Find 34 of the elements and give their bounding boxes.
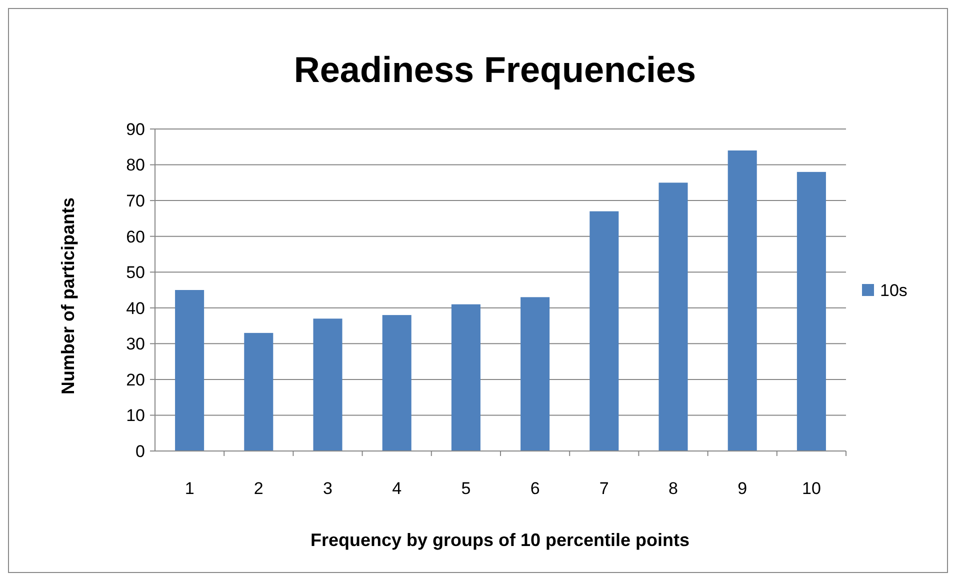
x-tick-label: 6 xyxy=(530,479,540,498)
bar xyxy=(175,290,204,451)
bar xyxy=(520,297,550,451)
y-tick-label: 0 xyxy=(136,442,145,461)
y-tick-label: 70 xyxy=(126,192,145,211)
bar xyxy=(658,182,688,451)
x-tick-label: 5 xyxy=(461,479,471,498)
y-tick-label: 20 xyxy=(126,370,145,390)
y-tick-label: 60 xyxy=(126,227,145,246)
x-axis-title: Frequency by groups of 10 percentile points xyxy=(310,530,690,550)
bar xyxy=(382,315,412,451)
bar xyxy=(796,172,826,451)
y-tick-label: 10 xyxy=(126,406,145,426)
bar xyxy=(590,211,619,451)
x-tick-label: 4 xyxy=(392,479,402,498)
x-tick-label: 3 xyxy=(323,479,332,498)
x-tick-label: 8 xyxy=(668,479,678,498)
bar xyxy=(451,304,480,451)
bar xyxy=(244,332,274,451)
x-tick-label: 10 xyxy=(802,479,821,498)
legend-label: 10s xyxy=(880,280,908,300)
chart-title: Readiness Frequencies xyxy=(294,49,696,90)
y-tick-label: 50 xyxy=(126,263,145,282)
bar xyxy=(728,150,757,451)
bar xyxy=(313,318,342,451)
x-tick-label: 1 xyxy=(184,479,194,498)
y-tick-label: 40 xyxy=(126,298,145,318)
x-tick-label: 2 xyxy=(254,479,264,498)
y-tick-label: 90 xyxy=(126,120,145,139)
y-tick-label: 30 xyxy=(126,334,145,354)
y-axis-title: Number of participants xyxy=(58,197,78,395)
y-tick-label: 80 xyxy=(126,156,145,175)
x-tick-label: 7 xyxy=(599,479,609,498)
x-tick-label: 9 xyxy=(738,479,748,498)
